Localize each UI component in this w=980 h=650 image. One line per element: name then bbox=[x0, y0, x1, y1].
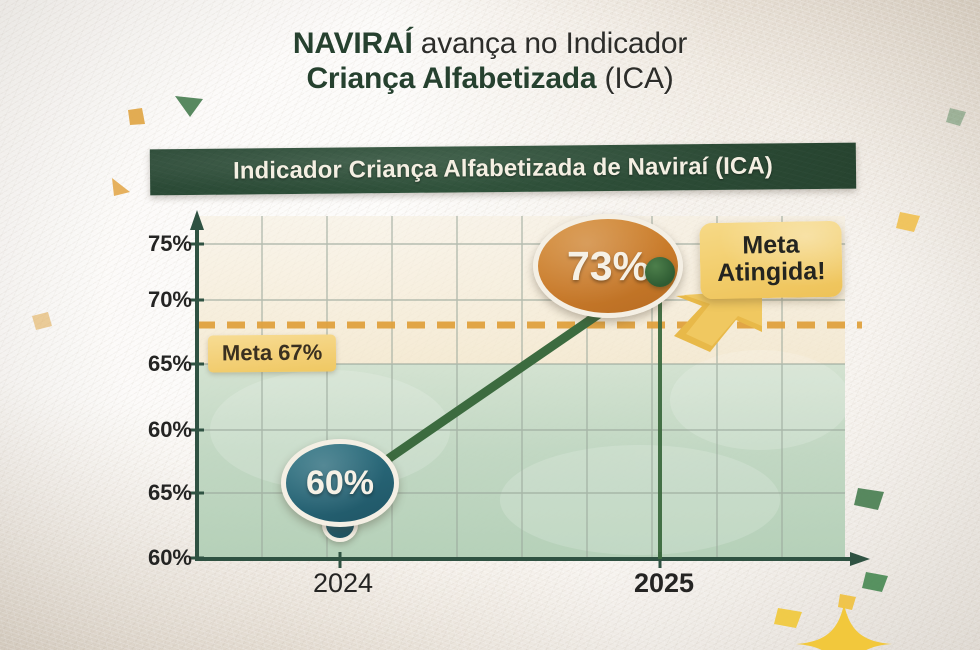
callout-line-1: Meta bbox=[742, 230, 800, 260]
page-title: NAVIRAÍ avança no Indicador Criança Alfa… bbox=[0, 26, 980, 97]
y-tick-2: 65% bbox=[147, 351, 192, 376]
y-tick-0: 75% bbox=[147, 231, 192, 256]
x-tick-2024: 2024 bbox=[312, 568, 374, 598]
callout-arrow-icon bbox=[674, 290, 762, 352]
y-tick-3: 60% bbox=[147, 417, 192, 442]
headline-line-1: NAVIRAÍ avança no Indicador bbox=[0, 26, 980, 61]
headline-line-1-rest: avança no Indicador bbox=[412, 27, 688, 60]
value-badge-2024: 60% bbox=[281, 439, 399, 527]
meta-target-label: Meta 67% bbox=[207, 334, 337, 373]
headline-subject: Criança Alfabetizada bbox=[306, 62, 597, 96]
data-point-dot-2025 bbox=[645, 257, 675, 287]
value-badge-2024-text: 60% bbox=[305, 463, 375, 502]
y-axis-labels: 75% 70% 65% 60% 65% 60% bbox=[120, 0, 192, 650]
callout-line-2: Atingida! bbox=[716, 257, 826, 287]
y-tick-4: 65% bbox=[147, 480, 192, 505]
y-tick-1: 70% bbox=[147, 287, 192, 312]
callout-box: Meta Atingida! bbox=[699, 220, 843, 300]
sparkle-star-icon bbox=[796, 604, 892, 650]
value-badge-2025-text: 73% bbox=[566, 242, 650, 289]
headline-brand: NAVIRAÍ bbox=[292, 27, 413, 60]
chart-title-banner: Indicador Criança Alfabetizada de Navira… bbox=[149, 142, 857, 196]
x-tick-2025: 2025 bbox=[633, 568, 695, 598]
chart-title: Indicador Criança Alfabetizada de Navira… bbox=[232, 152, 774, 185]
y-tick-5: 60% bbox=[147, 545, 192, 570]
headline-line-2: Criança Alfabetizada (ICA) bbox=[0, 61, 980, 96]
headline-line-2-rest: (ICA) bbox=[596, 62, 674, 96]
goal-reached-callout: Meta Atingida! bbox=[674, 220, 843, 352]
